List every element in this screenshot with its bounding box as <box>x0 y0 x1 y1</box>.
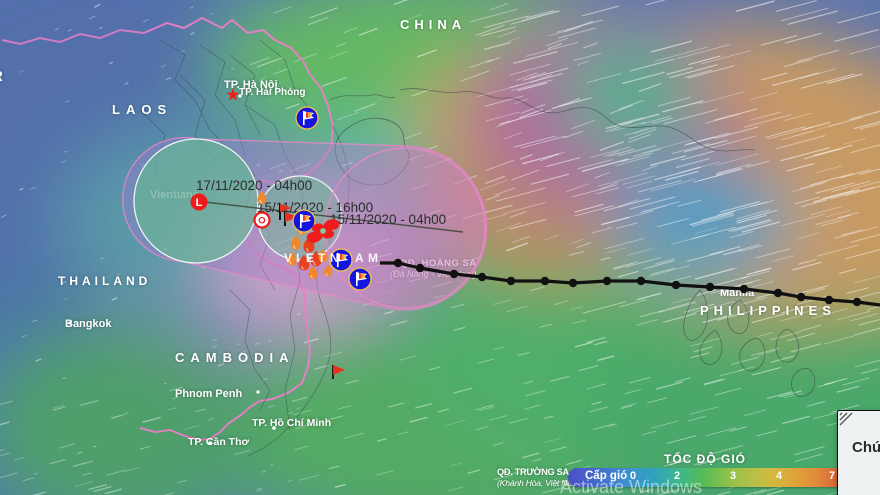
svg-text:O: O <box>258 216 265 227</box>
svg-text:17/11/2020 - 04h00: 17/11/2020 - 04h00 <box>196 178 312 193</box>
svg-text:I: I <box>296 251 299 265</box>
svg-text:A: A <box>355 251 364 265</box>
svg-text:V: V <box>284 251 292 265</box>
svg-text:T: T <box>318 251 326 265</box>
svg-text:15/11/2020 - 04h00: 15/11/2020 - 04h00 <box>330 212 446 227</box>
svg-text:M: M <box>368 251 378 265</box>
svg-text:L: L <box>196 197 203 209</box>
svg-text:N: N <box>330 251 339 265</box>
svg-text:E: E <box>306 251 314 265</box>
